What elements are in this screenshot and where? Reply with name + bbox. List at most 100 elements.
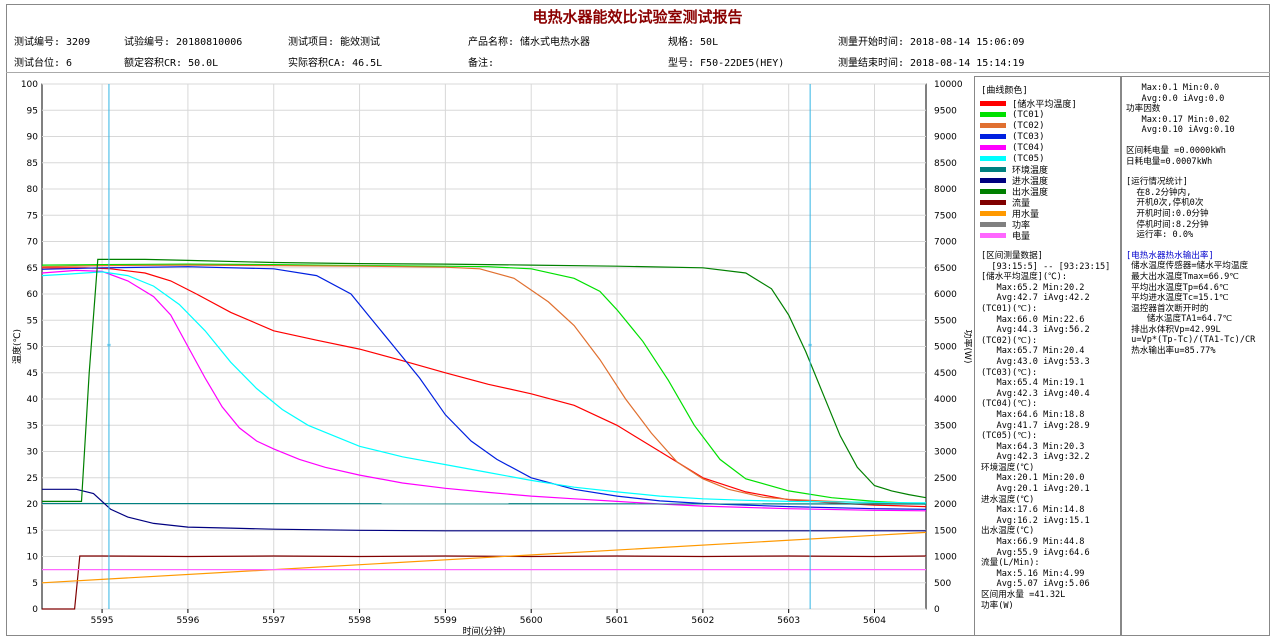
y-tick-label: 20 <box>27 500 39 510</box>
output-rate-line: 平均出水温度Tp=64.6℃ <box>1126 282 1229 293</box>
y2-tick-label: 0 <box>934 605 940 615</box>
run-stat-line: 停机时间:8.2分钟 <box>1126 219 1209 230</box>
stat-line: 功率(W) <box>981 600 1014 611</box>
legend-item: 环境温度 <box>980 164 1120 176</box>
stat-line: Avg:42.3 iAvg:40.4 <box>981 388 1090 399</box>
legend-item: 流量 <box>980 197 1120 209</box>
power-max-min: Max:0.1 Min:0.0 <box>1126 83 1220 93</box>
x-axis-label: 时间(分钟) <box>462 625 505 636</box>
series-line <box>41 502 927 505</box>
run-stats-title: [运行情况统计] <box>1126 177 1188 188</box>
stat-line: 出水温度(℃) <box>981 526 1035 537</box>
stat-line: Avg:44.3 iAvg:56.2 <box>981 325 1090 336</box>
power-factor-avg: Avg:0.10 iAvg:0.10 <box>1126 125 1235 136</box>
end-time: 测量结束时间: 2018-08-14 15:14:19 <box>838 58 1025 69</box>
stat-line: Avg:5.07 iAvg:5.06 <box>981 579 1090 590</box>
legend-swatch <box>980 145 1006 150</box>
y2-tick-label: 6500 <box>934 264 957 274</box>
legend-label: (TC05) <box>1012 153 1045 164</box>
series-line <box>42 267 927 508</box>
header-divider <box>6 72 1270 73</box>
report-title: 电热水器能效比试验室测试报告 <box>532 8 743 26</box>
legend-item: 电量 <box>980 230 1120 242</box>
spec: 规格: 50L <box>668 37 719 48</box>
stat-line: Avg:43.0 iAvg:53.3 <box>981 356 1090 367</box>
y-tick-label: 65 <box>27 264 38 274</box>
y-tick-label: 5 <box>32 579 38 589</box>
y2-tick-label: 3500 <box>934 421 957 431</box>
x-tick-label: 5602 <box>691 616 714 626</box>
test-item: 测试项目: 能效测试 <box>288 37 381 48</box>
y-tick-label: 75 <box>27 211 38 221</box>
legend-item: (TC03) <box>980 131 1120 142</box>
y2-tick-label: 10000 <box>934 80 963 90</box>
x-tick-label: 5601 <box>606 616 629 626</box>
temperature-chart[interactable]: 0 5 10 15 20 25 30 35 40 45 50 55 60 65 70 75 80 85 90 95 10… <box>8 76 972 636</box>
run-stat-line: 开机时间:0.0分钟 <box>1126 208 1209 219</box>
output-rate-line: 储水温度传感器=储水平均温度 <box>1126 261 1249 272</box>
y2-tick-label: 6000 <box>934 290 957 300</box>
output-rate-line: u=Vp*(Tp-Tc)/(TA1-Tc)/CR <box>1126 335 1256 346</box>
stat-line: 区间用水量 =41.32L <box>981 590 1066 600</box>
legend-label: (TC02) <box>1012 120 1045 131</box>
y2-tick-label: 1500 <box>934 526 957 536</box>
output-rate-line: 温控器首次断开时的 <box>1126 303 1209 314</box>
series-line <box>41 263 927 505</box>
legend-item: 出水温度 <box>980 186 1120 198</box>
stat-line: Avg:16.2 iAvg:15.1 <box>981 515 1090 526</box>
legend-label: 功率 <box>1012 221 1031 231</box>
test-station: 测试台位: 6 <box>14 58 73 69</box>
legend-item: (TC04) <box>980 142 1120 153</box>
y-tick-label: 40 <box>27 395 39 405</box>
y2-tick-label: 500 <box>934 579 951 589</box>
stat-line: Max:20.1 Min:20.0 <box>981 473 1085 484</box>
legend-swatch <box>980 101 1006 106</box>
legend-item: 功率 <box>980 219 1120 231</box>
summary-panel: Max:0.1 Min:0.0 Avg:0.0 iAvg:0.0 功率因数 Ma… <box>1121 76 1270 636</box>
stat-line: (TC03)(℃): <box>981 367 1038 378</box>
y-tick-label: 80 <box>27 185 39 195</box>
legend-label: (TC01) <box>1012 109 1045 120</box>
series-line <box>41 266 927 510</box>
y2-tick-label: 9000 <box>934 133 957 143</box>
stat-line: 流量(L/Min): <box>981 558 1040 569</box>
actual-capacity: 实际容积CA: 46.5L <box>288 58 383 69</box>
y2-tick-label: 9500 <box>934 106 957 116</box>
legend-swatch <box>980 123 1006 128</box>
series-line <box>42 258 927 502</box>
series-line <box>41 271 927 504</box>
remarks: 备注: <box>468 58 495 69</box>
stat-line: (TC02)(℃): <box>981 335 1038 346</box>
legend-label: (TC03) <box>1012 131 1045 142</box>
cursor-marker: * <box>807 343 812 353</box>
output-rate-line: 平均进水温度Tc=15.1℃ <box>1126 293 1229 304</box>
power-factor-title: 功率因数 <box>1126 104 1161 115</box>
y2-tick-label: 4000 <box>934 395 957 405</box>
run-stats: 在8.2分钟内, 开机0次,停机0次 开机时间:0.0分钟 停机时间:8.2分钟… <box>1126 188 1269 241</box>
y-tick-label: 50 <box>27 343 39 353</box>
stat-line: Max:65.4 Min:19.1 <box>981 378 1085 389</box>
run-stat-line: 运行率: 0.0% <box>1126 230 1194 241</box>
run-stat-line: 在8.2分钟内, <box>1126 187 1192 198</box>
legend-label: 流量 <box>1012 199 1031 209</box>
y2-tick-label: 7500 <box>934 211 957 221</box>
y2-tick-label: 2000 <box>934 500 957 510</box>
interval-header: [区间测量数据] <box>981 251 1043 261</box>
stat-line: Max:64.3 Min:20.3 <box>981 441 1085 452</box>
y2-tick-label: 4500 <box>934 369 957 379</box>
stat-line: 进水温度(℃) <box>981 494 1035 505</box>
series-line <box>41 531 927 584</box>
stat-line: Avg:42.7 iAvg:42.2 <box>981 293 1090 304</box>
legend-header: [曲线颜色] <box>981 86 1028 96</box>
legend-label: 电量 <box>1012 232 1031 242</box>
y-tick-label: 55 <box>27 316 38 326</box>
output-rate-details: 储水温度传感器=储水平均温度 最大出水温度Tmax=66.9℃ 平均出水温度Tp… <box>1126 261 1269 356</box>
legend-label: 出水温度 <box>1012 188 1049 198</box>
y-tick-label: 60 <box>27 290 39 300</box>
stat-line: Max:65.7 Min:20.4 <box>981 346 1085 357</box>
y-tick-label: 85 <box>27 159 38 169</box>
y-tick-label: 0 <box>32 605 38 615</box>
legend-label: 进水温度 <box>1012 177 1049 187</box>
output-rate-line: 热水输出率u=85.77% <box>1126 346 1216 357</box>
stat-line: Max:66.0 Min:22.6 <box>981 314 1085 325</box>
